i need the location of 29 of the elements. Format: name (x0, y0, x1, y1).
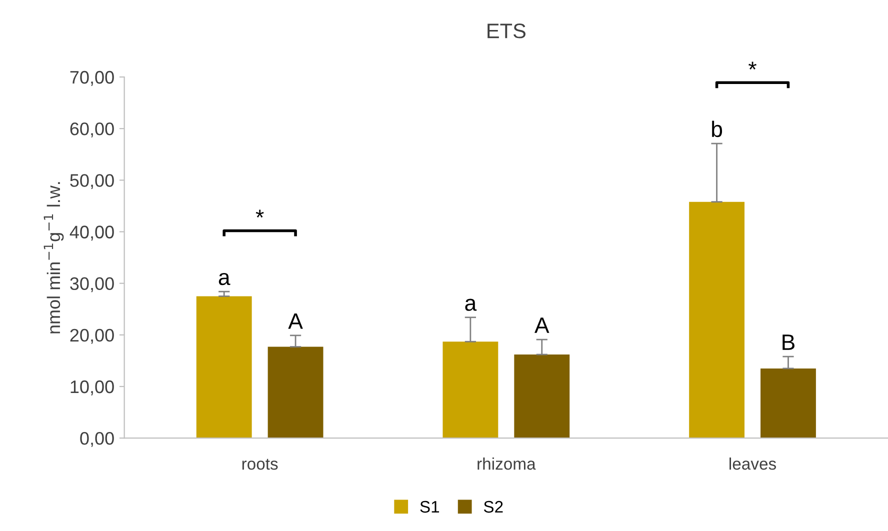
data-label: A (288, 313, 303, 329)
data-label: a (465, 298, 477, 311)
chart-title: ETS (488, 24, 526, 38)
y-tick-label: 50,00 (70, 174, 114, 190)
y-tick-label: 40,00 (70, 226, 114, 241)
y-tick-label: 0,00 (80, 432, 114, 447)
text: * (748, 62, 756, 70)
y-tick-label: 70,00 (70, 70, 114, 86)
bar (760, 368, 816, 438)
data-label: a (218, 272, 230, 286)
x-tick-label: rhizoma (478, 458, 536, 470)
data-label: A (534, 318, 550, 333)
y-tick-label: 20,00 (70, 328, 114, 344)
y-tick-label: 30,00 (70, 277, 114, 292)
bar (268, 346, 324, 438)
data-label: b (712, 120, 722, 138)
annotation: * (256, 210, 264, 218)
bar (689, 202, 744, 438)
bar (196, 296, 252, 438)
x-tick-label: leaves (730, 458, 776, 470)
bar (442, 342, 498, 438)
y-axis-title: nmol min$^{−1}$g$^{−1}$ l.w. (44, 182, 64, 334)
bar (514, 354, 570, 438)
y-tick-label: 60,00 (70, 122, 114, 138)
legend-label: S2 (484, 500, 503, 513)
x-tick-label: roots (242, 458, 278, 470)
legend-label: S1 (420, 500, 440, 513)
y-tick-label: 10,00 (70, 380, 114, 396)
data-label: B (782, 334, 794, 350)
